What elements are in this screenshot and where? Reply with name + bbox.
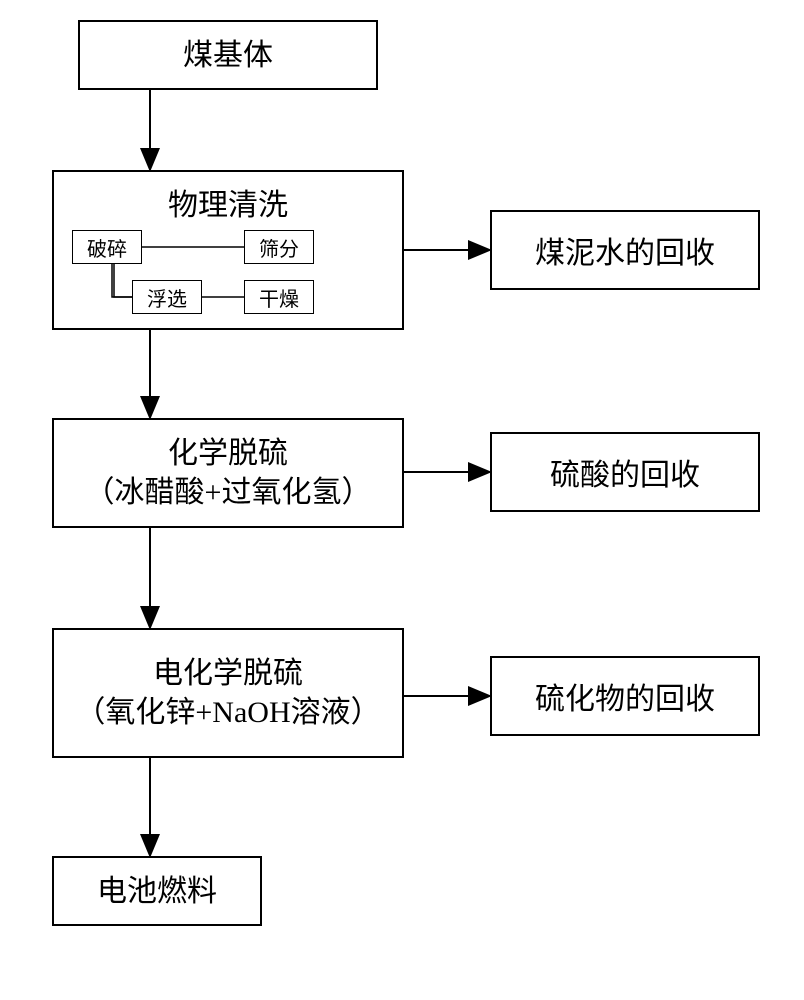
flowchart-canvas: 煤基体 物理清洗 破碎 筛分 浮选 干燥 — [0, 0, 804, 1000]
arrows — [0, 0, 804, 1000]
